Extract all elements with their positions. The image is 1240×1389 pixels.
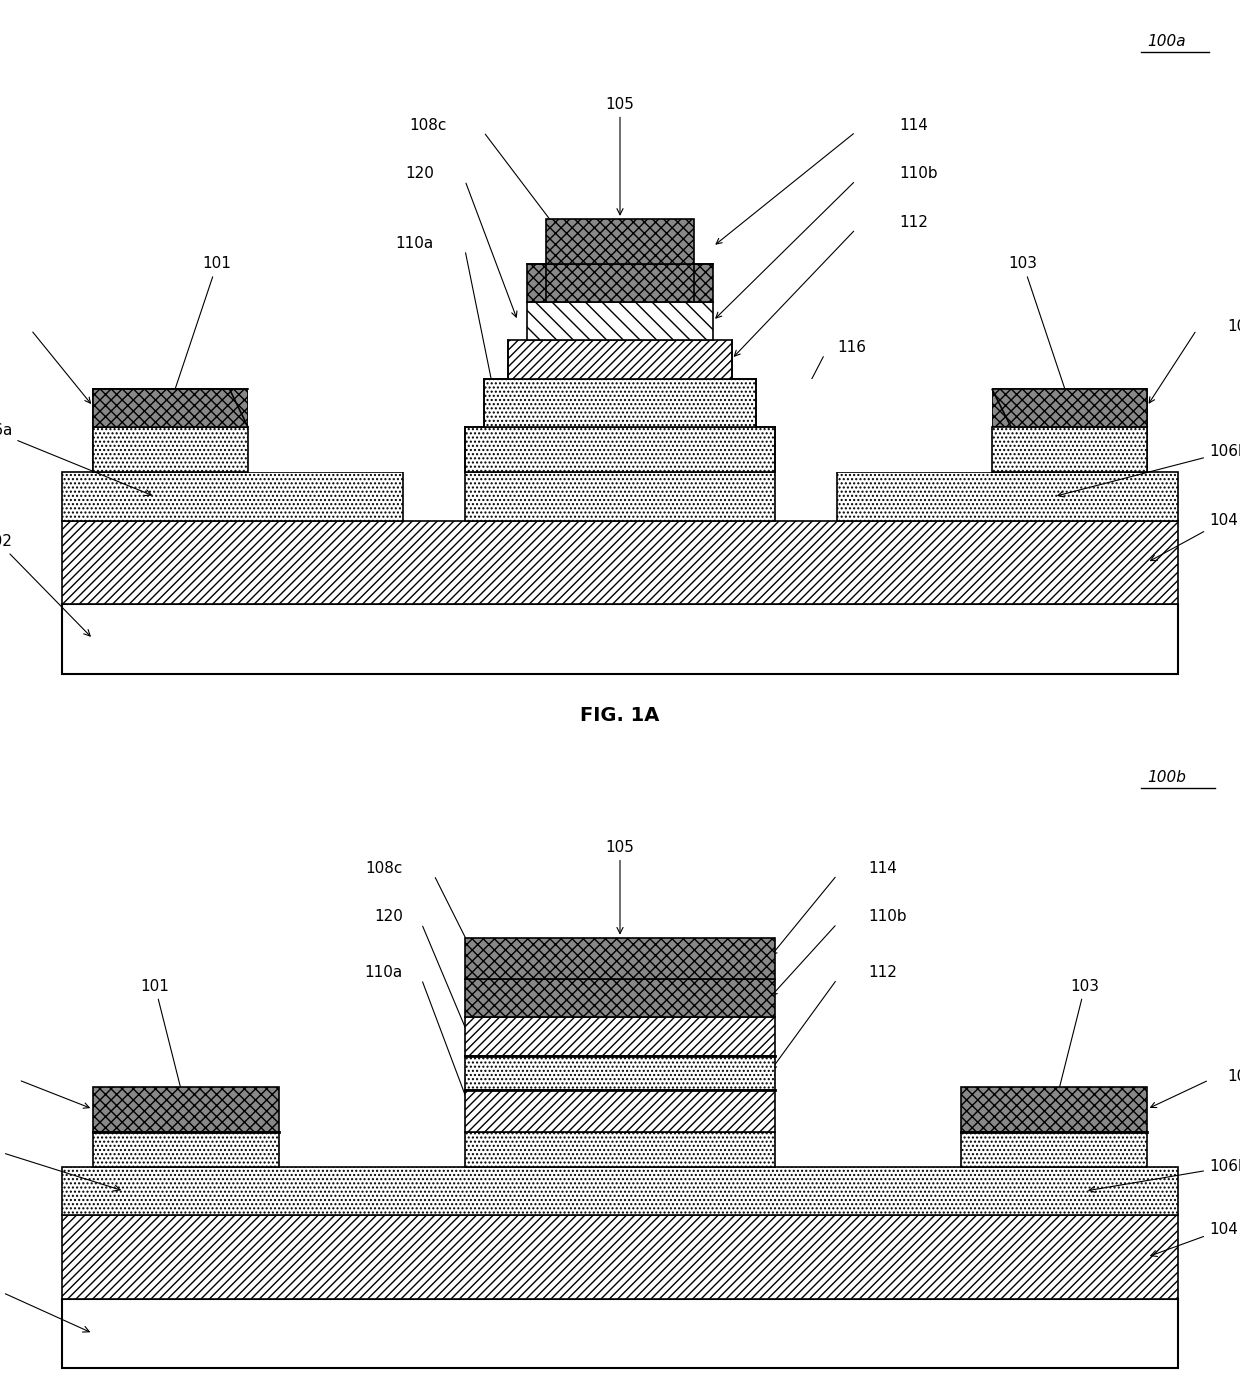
Polygon shape: [992, 389, 1147, 428]
Polygon shape: [992, 428, 1147, 472]
Polygon shape: [546, 218, 694, 264]
Polygon shape: [465, 979, 775, 1017]
Text: 114: 114: [899, 118, 928, 132]
Polygon shape: [775, 378, 992, 472]
Text: 116: 116: [837, 340, 866, 354]
Text: 104: 104: [1151, 1222, 1238, 1257]
Text: 106a: 106a: [0, 424, 151, 496]
Text: 106a: 106a: [0, 1139, 120, 1190]
Text: 103: 103: [1054, 979, 1100, 1106]
Text: 100a: 100a: [1147, 35, 1185, 49]
Text: 120: 120: [405, 167, 434, 181]
Polygon shape: [527, 303, 713, 340]
Polygon shape: [465, 938, 775, 979]
Polygon shape: [992, 428, 1147, 472]
Text: 110a: 110a: [396, 236, 434, 250]
Polygon shape: [465, 1017, 775, 1056]
Polygon shape: [484, 379, 756, 428]
Text: 104: 104: [1151, 514, 1238, 561]
Polygon shape: [465, 1090, 775, 1132]
Text: 120: 120: [374, 910, 403, 924]
Polygon shape: [62, 1215, 1178, 1299]
Text: 108b: 108b: [1228, 319, 1240, 333]
Polygon shape: [93, 389, 248, 428]
Text: 103: 103: [1008, 257, 1069, 399]
Text: 108b: 108b: [1228, 1070, 1240, 1083]
Text: 102: 102: [0, 535, 91, 636]
Text: 101: 101: [171, 257, 232, 399]
Polygon shape: [465, 428, 775, 472]
Text: 101: 101: [140, 979, 186, 1106]
Text: 112: 112: [868, 965, 897, 979]
Text: 105: 105: [605, 840, 635, 933]
Polygon shape: [93, 428, 248, 472]
Text: 108c: 108c: [366, 861, 403, 875]
Polygon shape: [62, 604, 1178, 674]
Text: 110b: 110b: [899, 167, 937, 181]
Text: 106b: 106b: [1089, 1160, 1240, 1192]
Text: 112: 112: [899, 215, 928, 229]
Polygon shape: [508, 340, 732, 379]
Polygon shape: [248, 378, 465, 472]
Polygon shape: [837, 472, 1178, 521]
Text: 110b: 110b: [868, 910, 906, 924]
Polygon shape: [62, 1299, 1178, 1368]
Polygon shape: [93, 389, 248, 428]
Text: 114: 114: [868, 861, 897, 875]
Text: 106b: 106b: [1058, 444, 1240, 497]
Text: 100b: 100b: [1147, 771, 1185, 785]
Text: FIG. 1A: FIG. 1A: [580, 706, 660, 725]
Polygon shape: [465, 472, 775, 521]
Polygon shape: [961, 1086, 1147, 1132]
Text: 105: 105: [605, 97, 635, 215]
Polygon shape: [93, 1132, 279, 1167]
Polygon shape: [62, 521, 1178, 604]
Polygon shape: [961, 1132, 1147, 1167]
Polygon shape: [465, 1132, 775, 1167]
Text: 108c: 108c: [409, 118, 446, 132]
Polygon shape: [992, 389, 1147, 428]
Polygon shape: [465, 1056, 775, 1090]
Polygon shape: [527, 264, 713, 303]
Text: 110a: 110a: [365, 965, 403, 979]
Polygon shape: [93, 1086, 279, 1132]
Polygon shape: [93, 428, 248, 472]
Polygon shape: [62, 472, 403, 521]
Polygon shape: [62, 1167, 1178, 1215]
Text: 102: 102: [0, 1278, 89, 1332]
